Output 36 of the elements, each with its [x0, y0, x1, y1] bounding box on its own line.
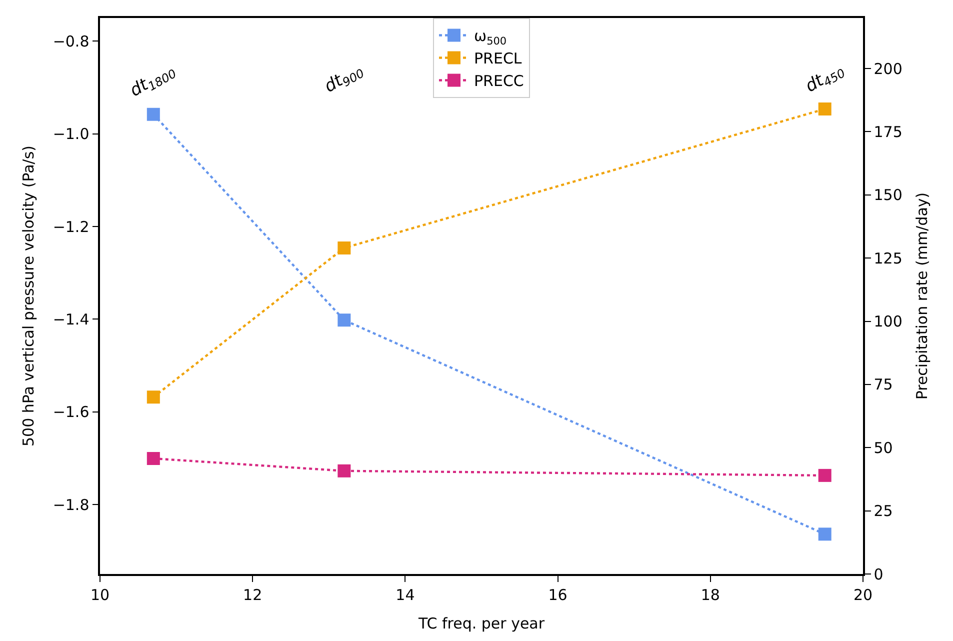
- y2-tick-label: 25: [874, 502, 893, 520]
- y2-tick-label: 150: [874, 186, 902, 204]
- point: [338, 241, 351, 254]
- y-tick-label: −1.8: [52, 496, 90, 514]
- point: [818, 102, 832, 116]
- y2-tick-label: 175: [874, 122, 902, 141]
- y-tick-label: −1.0: [52, 125, 90, 144]
- y-tick-label: −1.6: [52, 403, 90, 422]
- legend-label: PRECL: [474, 50, 522, 68]
- y2-tick-label: 50: [874, 438, 893, 457]
- point: [146, 452, 160, 465]
- y-axis-title: 500 hPa vertical pressure velocity (Pa/s): [20, 145, 38, 447]
- legend-label: PRECC: [474, 72, 524, 90]
- y2-tick-label: 100: [874, 312, 902, 331]
- point: [818, 468, 832, 482]
- x-tick-label: 18: [700, 586, 720, 604]
- point: [818, 528, 832, 541]
- y2-tick-label: 75: [874, 376, 893, 394]
- y2-tick-label: 0: [874, 565, 884, 584]
- point: [338, 464, 351, 478]
- point: [338, 314, 351, 327]
- y2-axis-title: Precipitation rate (mm/day): [912, 192, 931, 400]
- y-tick-label: −1.2: [52, 218, 90, 236]
- x-axis-title: TC freq. per year: [417, 614, 546, 632]
- y-tick-label: −1.4: [52, 310, 90, 328]
- x-tick-label: 16: [548, 586, 568, 604]
- x-tick-label: 14: [396, 586, 415, 604]
- point: [146, 108, 160, 121]
- y2-tick-label: 200: [874, 60, 902, 78]
- x-tick-label: 12: [243, 586, 262, 604]
- point: [146, 390, 160, 404]
- y-tick-label: −0.8: [52, 32, 90, 50]
- x-tick-label: 10: [90, 586, 110, 604]
- y2-tick-label: 125: [874, 249, 902, 268]
- legend-label: ω$_{500}$: [474, 27, 507, 48]
- x-tick-label: 20: [853, 586, 873, 604]
